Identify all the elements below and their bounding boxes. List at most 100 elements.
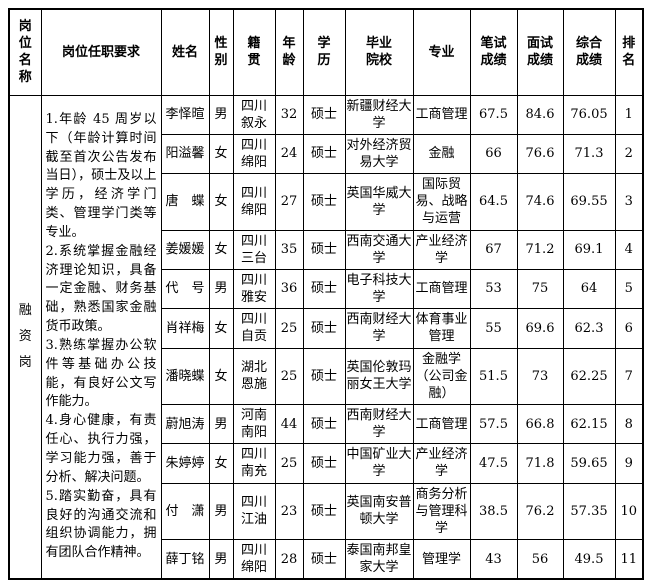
cell-rank: 3 [614, 173, 644, 231]
cell-gender: 女 [208, 229, 234, 270]
column-header-major: 专业 [412, 8, 471, 96]
cell-school: 西南财经大学 [344, 308, 414, 349]
cell-interview-score: 56 [516, 539, 564, 580]
cell-name: 李怿暄 [160, 94, 210, 135]
cell-major: 国际贸易、战略与运营 [412, 173, 471, 231]
cell-hometown: 四川 雅安 [232, 268, 276, 310]
cell-gender: 女 [208, 347, 234, 406]
table-row: 唐 蝶女四川 绵阳 27 硕士 英国华威大学 国际贸易、战略与运营 64.5 74.6 69.… [9, 173, 644, 231]
cell-school: 英国伦敦玛丽女王大学 [344, 347, 414, 406]
table-header: 岗 位 名 称 岗位任职要求 姓名 性 别 籍 贯 年 龄 学 历 毕业 院校 … [8, 8, 644, 96]
cell-interview-score: 71.2 [516, 229, 564, 270]
cell-written-score: 51.5 [469, 347, 518, 406]
cell-overall-score: 76.05 [562, 94, 616, 135]
cell-age: 32 [274, 94, 304, 135]
table-row: 阳溢馨女四川 绵阳 24 硕士 对外经济贸易大学 金融 66 76.6 71.3 2 [9, 133, 644, 175]
cell-hometown: 四川 绵阳 [232, 133, 276, 175]
cell-name: 朱婷婷 [160, 443, 210, 484]
column-header-age: 年 龄 [274, 8, 304, 96]
cell-overall-score: 49.5 [562, 539, 616, 580]
cell-name: 肖祥梅 [160, 308, 210, 349]
cell-rank: 9 [614, 443, 644, 484]
cell-school: 新疆财经大学 [344, 94, 414, 135]
cell-major: 体育事业管理 [412, 308, 471, 349]
column-header-position: 岗 位 名 称 [8, 8, 42, 96]
cell-rank: 4 [614, 229, 644, 270]
table-body: 融 资 岗 1.年龄 45 周岁以下（年龄计算时间截至首次公告发布当日），硕士及以… [8, 94, 644, 580]
column-header-gender: 性 别 [208, 8, 234, 96]
cell-education: 硕士 [302, 347, 346, 406]
table-row: 潘晓蝶女湖北 恩施 25 硕士 英国伦敦玛丽女王大学 金融学（公司金融） 51.5 73 62… [9, 347, 644, 406]
cell-school: 对外经济贸易大学 [344, 133, 414, 175]
cell-education: 硕士 [302, 308, 346, 349]
cell-age: 28 [274, 539, 304, 580]
cell-education: 硕士 [302, 443, 346, 484]
cell-rank: 2 [614, 133, 644, 175]
table-row: 肖祥梅女四川 自贡 25 硕士 西南财经大学 体育事业管理 55 69.6 62.3 6 [9, 308, 644, 349]
cell-age: 24 [274, 133, 304, 175]
cell-major: 商务分析与管理科学 [412, 482, 471, 541]
table-row: 融 资 岗 1.年龄 45 周岁以下（年龄计算时间截至首次公告发布当日），硕士及以… [8, 94, 644, 580]
header-row: 岗 位 名 称 岗位任职要求 姓名 性 别 籍 贯 年 龄 学 历 毕业 院校 … [8, 8, 644, 96]
cell-age: 35 [274, 229, 304, 270]
recruitment-results-panel: 岗 位 名 称 岗位任职要求 姓名 性 别 籍 贯 年 龄 学 历 毕业 院校 … [8, 8, 644, 580]
table-row: 代 号男四川 雅安 36 硕士 电子科技大学 工商管理 53 75 64 5 [9, 268, 644, 310]
column-header-overall-score: 综合 成绩 [562, 8, 616, 96]
cell-education: 硕士 [302, 229, 346, 270]
cell-overall-score: 62.15 [562, 403, 616, 445]
cell-written-score: 53 [469, 268, 518, 310]
cell-school: 英国南安普顿大学 [344, 482, 414, 541]
column-header-education: 学 历 [302, 8, 346, 96]
cell-major: 产业经济学 [412, 443, 471, 484]
recruitment-table: 岗 位 名 称 岗位任职要求 姓名 性 别 籍 贯 年 龄 学 历 毕业 院校 … [8, 8, 644, 580]
cell-major: 产业经济学 [412, 229, 471, 270]
cell-name: 付 潇 [160, 482, 210, 541]
cell-hometown: 四川 叙永 [232, 94, 276, 135]
cell-age: 27 [274, 173, 304, 231]
cell-hometown: 湖北 恩施 [232, 347, 276, 406]
cell-overall-score: 71.3 [562, 133, 616, 175]
cell-overall-score: 59.65 [562, 443, 616, 484]
cell-written-score: 67 [469, 229, 518, 270]
cell-school: 英国华威大学 [344, 173, 414, 231]
cell-rank: 5 [614, 268, 644, 310]
cell-major: 工商管理 [412, 268, 471, 310]
cell-rank: 6 [614, 308, 644, 349]
column-header-school: 毕业 院校 [344, 8, 414, 96]
column-header-hometown: 籍 贯 [232, 8, 276, 96]
column-header-rank: 排 名 [614, 8, 644, 96]
cell-written-score: 64.5 [469, 173, 518, 231]
cell-gender: 女 [208, 173, 234, 231]
cell-rank: 1 [614, 94, 644, 135]
table-row: 姜媛媛女四川 三台 35 硕士 西南交通大学 产业经济学 67 71.2 69.1 4 [9, 229, 644, 270]
cell-gender: 男 [208, 268, 234, 310]
cell-education: 硕士 [302, 403, 346, 445]
cell-name: 姜媛媛 [160, 229, 210, 270]
cell-rank: 10 [614, 482, 644, 541]
cell-school: 中国矿业大学 [344, 443, 414, 484]
cell-interview-score: 75 [516, 268, 564, 310]
cell-overall-score: 69.1 [562, 229, 616, 270]
cell-gender: 女 [208, 308, 234, 349]
position-name-cell: 融 资 岗 [8, 94, 42, 580]
cell-rank: 8 [614, 403, 644, 445]
cell-school: 电子科技大学 [344, 268, 414, 310]
cell-written-score: 47.5 [469, 443, 518, 484]
cell-name: 阳溢馨 [160, 133, 210, 175]
cell-written-score: 38.5 [469, 482, 518, 541]
cell-gender: 男 [208, 539, 234, 580]
cell-age: 23 [274, 482, 304, 541]
cell-interview-score: 69.6 [516, 308, 564, 349]
cell-rank: 7 [614, 347, 644, 406]
cell-interview-score: 74.6 [516, 173, 564, 231]
cell-education: 硕士 [302, 173, 346, 231]
cell-interview-score: 71.8 [516, 443, 564, 484]
cell-overall-score: 62.25 [562, 347, 616, 406]
cell-gender: 女 [208, 443, 234, 484]
column-header-written-score: 笔试 成绩 [469, 8, 518, 96]
column-header-interview-score: 面试 成绩 [516, 8, 564, 96]
cell-age: 44 [274, 403, 304, 445]
cell-name: 唐 蝶 [160, 173, 210, 231]
cell-written-score: 67.5 [469, 94, 518, 135]
cell-gender: 女 [208, 133, 234, 175]
